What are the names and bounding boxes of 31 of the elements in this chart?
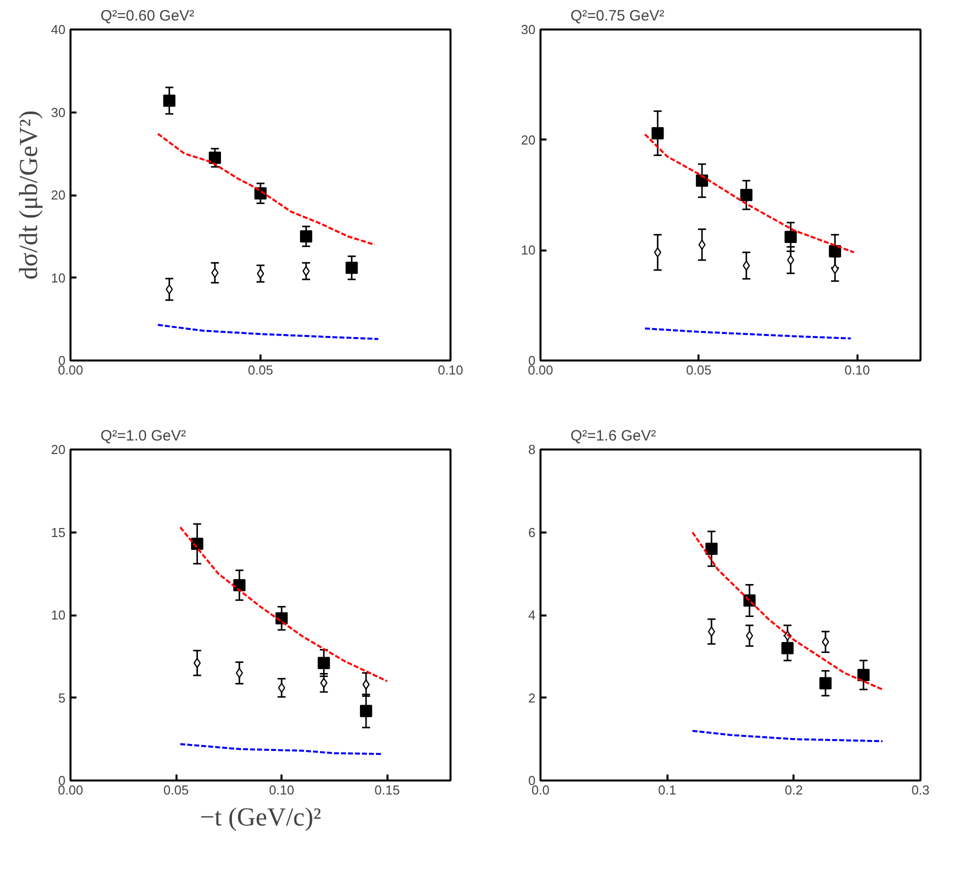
y-tick-label: 20 — [51, 188, 66, 202]
x-tick-label: 0.05 — [248, 362, 274, 378]
y-axis-title: dσ/dt (μb/GeV²) — [14, 110, 44, 280]
y-tick-label: 30 — [521, 22, 536, 37]
y-tick-label: 10 — [51, 270, 66, 286]
y-tick-label: 10 — [521, 242, 536, 258]
chart-title: Q²=0.75 GeV² — [570, 8, 664, 24]
y-tick-label: 8 — [528, 442, 536, 457]
y-tick-label: 40 — [51, 22, 66, 37]
x-tick-label: 0.3 — [911, 782, 930, 798]
y-tick-label: 10 — [51, 608, 66, 622]
y-tick-label: 4 — [528, 608, 536, 622]
x-tick-label: 0.10 — [844, 362, 870, 378]
x-tick-label: 0.05 — [686, 362, 712, 378]
y-tick-label: 5 — [58, 690, 66, 706]
x-axis-title: −t (GeV/c)² — [200, 802, 322, 832]
x-tick-label: 0.10 — [438, 362, 464, 378]
y-tick-label: 2 — [528, 690, 536, 706]
x-tick-label: 0.1 — [658, 782, 676, 798]
y-tick-label: 20 — [521, 132, 536, 148]
y-tick-label: 15 — [51, 524, 66, 540]
y-tick-label: 30 — [51, 104, 66, 120]
x-tick-label: 0.05 — [163, 782, 189, 798]
chart-title: Q²=1.0 GeV² — [100, 428, 186, 444]
y-tick-label: 20 — [51, 442, 66, 457]
chart-title: Q²=1.6 GeV² — [570, 428, 656, 444]
y-tick-label: 6 — [528, 524, 536, 540]
x-tick-label: 0.10 — [268, 782, 294, 798]
x-tick-label: 0.2 — [784, 782, 803, 798]
x-tick-label: 0.15 — [374, 782, 400, 798]
chart-title: Q²=0.60 GeV² — [100, 8, 194, 24]
